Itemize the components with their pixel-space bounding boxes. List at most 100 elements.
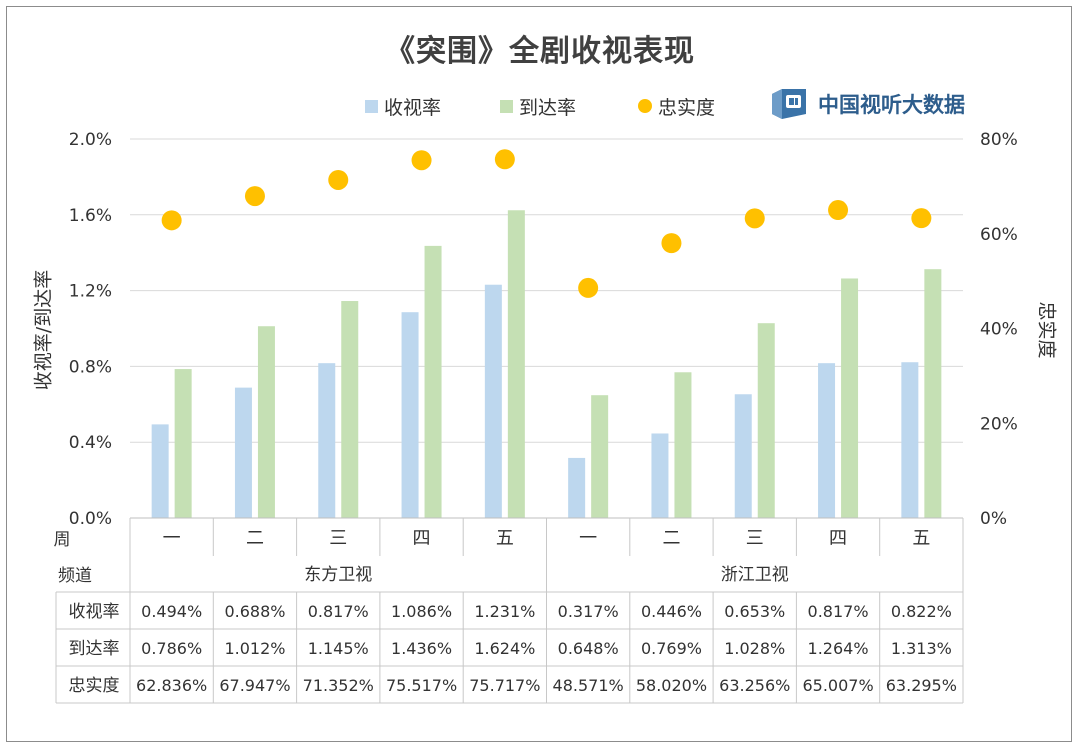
table-cell: 0.688% (224, 602, 285, 621)
x-tick-label: 三 (746, 528, 764, 549)
bar-reach (424, 245, 442, 519)
table-cell: 0.817% (808, 602, 869, 621)
table-cell: 0.817% (308, 602, 369, 621)
table-cell: 62.836% (136, 676, 207, 695)
table-cell: 48.571% (553, 676, 624, 695)
y-tick-label: 0.0% (69, 509, 112, 529)
table-cell: 0.822% (891, 602, 952, 621)
x-tick-label: 四 (413, 528, 431, 549)
table-row-header: 到达率 (69, 639, 120, 659)
y2-tick-label: 20% (980, 414, 1018, 434)
bar-rating (568, 457, 586, 518)
table-cell: 1.028% (724, 639, 785, 658)
x-tick-label: 一 (579, 528, 597, 549)
y2-tick-label: 60% (980, 225, 1018, 245)
table-group-label: 浙江卫视 (721, 565, 789, 585)
table-cell: 1.264% (808, 639, 869, 658)
table-group-label: 东方卫视 (304, 565, 372, 585)
point-loyalty (244, 186, 265, 207)
legend-item-rating[interactable]: 收视率 (365, 92, 441, 120)
point-loyalty (161, 210, 182, 231)
table-cell: 0.653% (724, 602, 785, 621)
bar-reach (174, 369, 192, 518)
point-loyalty (828, 200, 849, 221)
bar-reach (257, 326, 275, 518)
bar-rating (318, 363, 336, 518)
y-tick-label: 1.6% (69, 206, 112, 226)
table-cell: 1.313% (891, 639, 952, 658)
x-tick-label: 二 (246, 528, 264, 549)
table-cell: 1.231% (474, 602, 535, 621)
legend-label-reach: 到达率 (519, 96, 577, 119)
x-tick-label: 五 (912, 528, 930, 549)
table-cell: 1.086% (391, 602, 452, 621)
y-tick-label: 1.2% (69, 282, 112, 302)
bar-rating (651, 433, 669, 518)
legend-item-loyalty[interactable]: 忠实度 (638, 92, 715, 120)
x-tick-label: 四 (829, 528, 847, 549)
point-loyalty (494, 149, 515, 170)
y-tick-label: 0.8% (69, 357, 112, 377)
table-cell: 58.020% (636, 676, 707, 695)
x-tick-label: 三 (329, 528, 347, 549)
bar-rating (734, 394, 752, 518)
legend-label-loyalty: 忠实度 (658, 96, 716, 119)
table-cell: 1.436% (391, 639, 452, 658)
brand-name: 中国视听大数据 (818, 92, 965, 117)
bar-rating (818, 363, 836, 518)
table-cell: 67.947% (219, 676, 290, 695)
legend-swatch-reach (500, 99, 513, 113)
bar-reach (757, 323, 775, 518)
bar-reach (674, 372, 692, 518)
table-cell: 75.517% (386, 676, 457, 695)
y2-tick-label: 0% (980, 509, 1007, 529)
table-cell: 0.786% (141, 639, 202, 658)
tv-book-logo-icon (772, 89, 806, 119)
legend: 收视率 到达率 忠实度 (0, 92, 1080, 120)
table-header-week: 周 (54, 530, 71, 550)
x-tick-label: 一 (163, 528, 181, 549)
point-loyalty (411, 150, 432, 171)
table-row-header: 忠实度 (69, 676, 120, 696)
point-loyalty (661, 233, 682, 254)
point-loyalty (328, 169, 349, 190)
bar-rating (484, 284, 502, 518)
bar-reach (341, 301, 359, 518)
y-tick-label: 2.0% (69, 130, 112, 150)
table-cell: 65.007% (802, 676, 873, 695)
table-cell: 1.012% (224, 639, 285, 658)
legend-item-reach[interactable]: 到达率 (500, 92, 576, 120)
brand-logo: 中国视听大数据 (770, 84, 965, 124)
chart-frame (6, 6, 1072, 742)
bar-rating (151, 424, 169, 518)
chart-title: 《突围》全剧收视表现 (385, 34, 695, 69)
table-cell: 75.717% (469, 676, 540, 695)
table-cell: 1.624% (474, 639, 535, 658)
y2-tick-label: 80% (980, 130, 1018, 150)
y-tick-label: 0.4% (69, 433, 112, 453)
point-loyalty (578, 277, 599, 298)
table-cell: 0.317% (558, 602, 619, 621)
table-cell: 71.352% (303, 676, 374, 695)
bar-rating (901, 362, 919, 518)
table-cell: 0.769% (641, 639, 702, 658)
y2-tick-label: 40% (980, 320, 1018, 340)
table-cell: 0.494% (141, 602, 202, 621)
table-row-header: 收视率 (69, 602, 120, 622)
legend-dot-loyalty (638, 99, 652, 113)
x-tick-label: 二 (662, 528, 680, 549)
table-header-channel: 频道 (58, 566, 92, 586)
table-cell: 1.145% (308, 639, 369, 658)
bar-rating (401, 312, 419, 518)
table-cell: 0.446% (641, 602, 702, 621)
bar-rating (234, 387, 252, 518)
point-loyalty (911, 208, 932, 229)
table-cell: 63.256% (719, 676, 790, 695)
table-cell: 0.648% (558, 639, 619, 658)
table-cell: 63.295% (886, 676, 957, 695)
bar-reach (924, 269, 942, 518)
bar-reach (591, 395, 609, 518)
bar-reach (507, 210, 525, 518)
point-loyalty (744, 208, 765, 229)
